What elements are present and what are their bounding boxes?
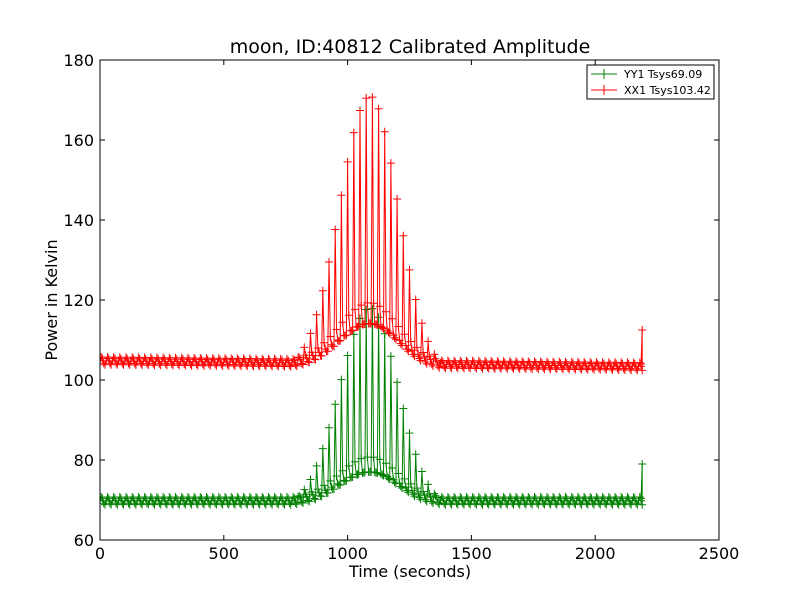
series-markers: [100, 304, 647, 509]
y-axis-label: Power in Kelvin: [42, 239, 61, 360]
y-tick-label: 140: [63, 211, 94, 230]
y-tick-label: 120: [63, 291, 94, 310]
series-xx: [100, 93, 647, 375]
chart-title: moon, ID:40812 Calibrated Amplitude: [230, 36, 591, 58]
x-tick-label: 1500: [451, 544, 492, 563]
legend-entry-yy: YY1 Tsys69.09: [591, 68, 702, 81]
legend-box: [586, 64, 715, 100]
y-tick-label: 60: [74, 531, 94, 550]
series-markers: [100, 93, 647, 375]
legend-label-yy: YY1 Tsys69.09: [623, 68, 702, 81]
x-axis: 0 500 1000 1500 2000 2500: [95, 60, 739, 563]
x-tick-label: 500: [209, 544, 240, 563]
y-tick-label: 180: [63, 51, 94, 70]
x-axis-label: Time (seconds): [348, 562, 471, 581]
plot-area: [100, 93, 647, 509]
x-tick-label: 2000: [575, 544, 616, 563]
y-tick-label: 80: [74, 451, 94, 470]
x-tick-label: 0: [95, 544, 105, 563]
x-tick-label: 2500: [699, 544, 740, 563]
y-axis: 60 80 100 120 140 160 180: [63, 51, 719, 550]
legend: YY1 Tsys69.09 XX1 Tsys103.42: [586, 64, 715, 100]
series-yy: [100, 304, 647, 509]
legend-label-xx: XX1 Tsys103.42: [624, 84, 711, 97]
series-line: [100, 97, 643, 372]
x-tick-label: 1000: [327, 544, 368, 563]
y-tick-label: 100: [63, 371, 94, 390]
y-tick-label: 160: [63, 131, 94, 150]
legend-entry-xx: XX1 Tsys103.42: [591, 84, 711, 97]
